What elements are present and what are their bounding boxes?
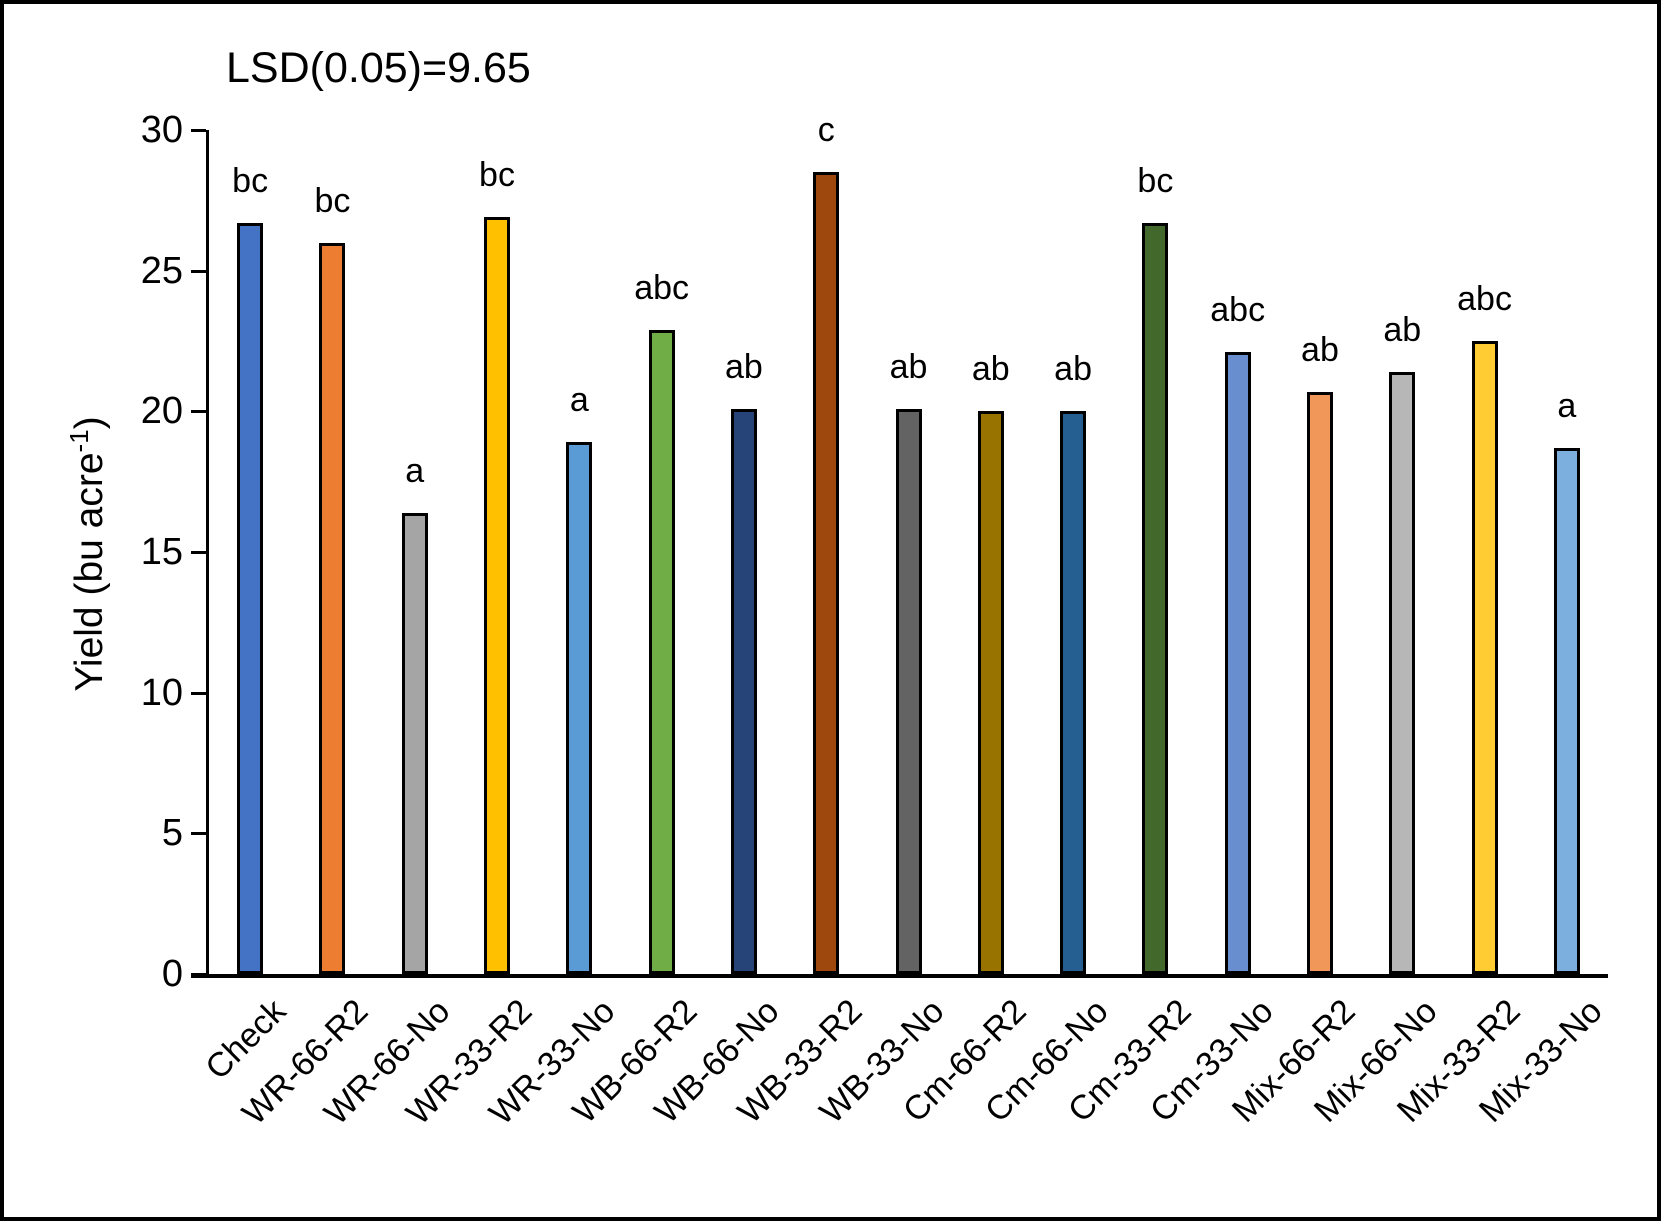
bar-mix-66-r2 [1306, 391, 1333, 974]
sig-letter-cm-33-r2: bc [1137, 161, 1174, 200]
y-axis-tick [191, 551, 206, 554]
sig-letter-mix-66-no: ab [1383, 310, 1422, 349]
y-axis-tick [191, 410, 206, 414]
bar-wr-66-no [401, 512, 428, 974]
bar-mix-33-r2 [1471, 341, 1498, 974]
y-axis-tick [191, 832, 206, 836]
y-tick-label: 20 [140, 390, 183, 433]
y-tick-label: 0 [161, 953, 183, 995]
bar-check [237, 222, 264, 974]
lsd-annotation: LSD(0.05)=9.65 [226, 44, 531, 92]
sig-letter-wr-33-no: a [569, 381, 589, 420]
sig-letter-wb-33-no: ab [889, 347, 928, 386]
sig-letter-mix-33-r2: abc [1457, 280, 1512, 318]
sig-letter-wb-33-r2: c [817, 111, 835, 150]
bar-wb-33-r2 [813, 172, 840, 974]
bar-wb-66-no [730, 408, 757, 974]
y-tick-label: 15 [140, 531, 183, 573]
y-axis-title-text: Yield (bu acre [68, 452, 111, 692]
bar-mix-66-no [1389, 371, 1416, 974]
sig-letter-mix-66-r2: ab [1301, 330, 1339, 369]
bar-wb-33-no [895, 408, 922, 974]
y-axis-tick [191, 691, 206, 695]
bar-cm-33-r2 [1142, 222, 1169, 974]
y-axis-tick [191, 269, 206, 273]
sig-letter-wr-66-no: a [405, 451, 425, 490]
bar-wb-66-r2 [648, 329, 675, 974]
sig-letter-cm-66-no: ab [1054, 350, 1092, 389]
bar-mix-33-no [1553, 447, 1580, 974]
sig-letter-wb-66-r2: abc [634, 268, 690, 307]
y-axis-tick [191, 129, 206, 132]
sig-letter-check: bc [232, 161, 269, 200]
x-axis-line [191, 974, 1608, 978]
y-tick-label: 30 [140, 109, 183, 151]
sig-letter-cm-66-r2: ab [971, 350, 1010, 389]
sig-letter-wr-66-r2: bc [314, 181, 351, 220]
sig-letter-cm-33-no: abc [1210, 291, 1266, 330]
bar-wr-33-no [566, 442, 593, 974]
bar-cm-66-r2 [977, 411, 1004, 974]
bar-cm-66-no [1060, 411, 1087, 974]
y-tick-label: 5 [161, 812, 183, 855]
y-axis-title-superscript: -1 [64, 429, 94, 453]
y-tick-label: 10 [140, 671, 183, 714]
bar-wr-66-r2 [319, 242, 346, 974]
y-axis-line [206, 130, 209, 978]
y-tick-label: 25 [140, 249, 183, 292]
bar-wr-33-r2 [484, 217, 511, 974]
y-axis-tick [191, 973, 206, 976]
sig-letter-wb-66-no: ab [724, 347, 763, 386]
sig-letter-wr-33-r2: bc [479, 156, 515, 195]
bar-cm-33-no [1224, 352, 1251, 974]
sig-letter-mix-33-no: a [1557, 386, 1577, 425]
